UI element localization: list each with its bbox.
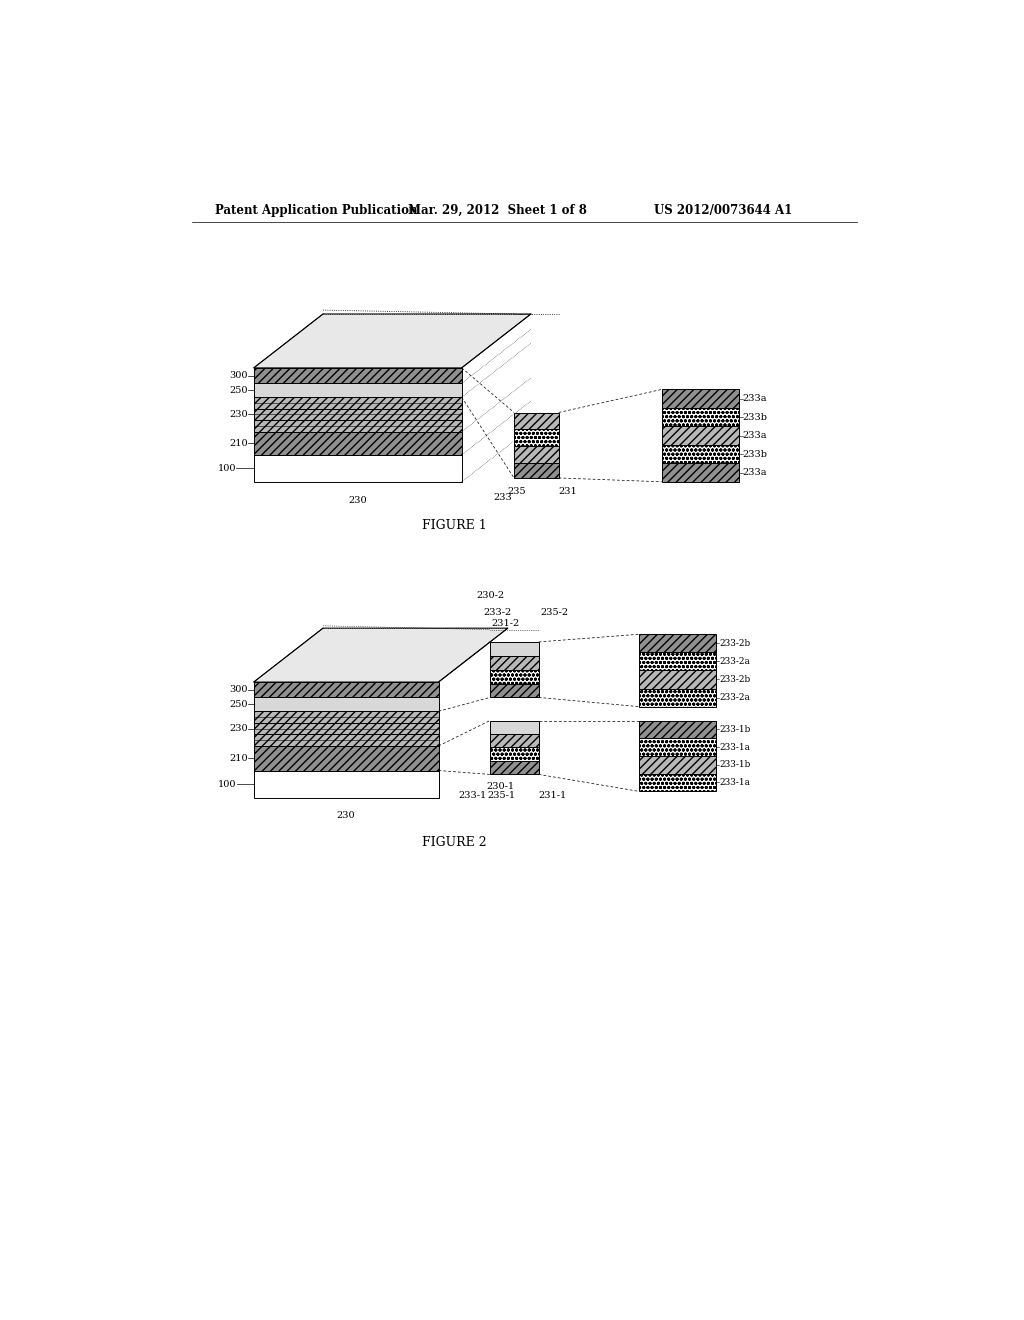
Bar xyxy=(254,734,438,746)
Bar xyxy=(254,682,438,697)
Text: 233b: 233b xyxy=(742,450,768,458)
Bar xyxy=(639,774,716,792)
Bar xyxy=(490,734,539,747)
Bar xyxy=(254,771,438,797)
Bar xyxy=(490,760,539,775)
Text: 250: 250 xyxy=(229,385,248,395)
Polygon shape xyxy=(254,628,508,682)
Text: 233: 233 xyxy=(493,494,512,503)
Bar xyxy=(639,721,716,738)
Text: 210: 210 xyxy=(229,438,248,447)
Bar xyxy=(662,426,739,445)
Bar xyxy=(639,652,716,671)
Text: 233-2a: 233-2a xyxy=(720,657,751,665)
Text: 233b: 233b xyxy=(742,413,768,421)
Text: 235: 235 xyxy=(507,487,525,496)
Text: Mar. 29, 2012  Sheet 1 of 8: Mar. 29, 2012 Sheet 1 of 8 xyxy=(408,205,587,218)
Bar xyxy=(254,397,462,409)
Text: 233-1a: 233-1a xyxy=(720,743,751,751)
Text: US 2012/0073644 A1: US 2012/0073644 A1 xyxy=(654,205,793,218)
Text: FIGURE 2: FIGURE 2 xyxy=(422,836,486,849)
Text: 231-2: 231-2 xyxy=(492,619,519,628)
Bar xyxy=(254,383,462,397)
Bar xyxy=(514,462,559,478)
Text: 231-1: 231-1 xyxy=(539,792,567,800)
Text: 230: 230 xyxy=(229,725,248,733)
Text: 235-2: 235-2 xyxy=(541,609,568,618)
Text: 100: 100 xyxy=(217,463,237,473)
Text: FIGURE 1: FIGURE 1 xyxy=(422,519,486,532)
Bar xyxy=(254,711,438,723)
Bar xyxy=(662,445,739,463)
Bar xyxy=(514,413,559,429)
Text: 231: 231 xyxy=(559,487,578,496)
Bar xyxy=(639,738,716,756)
Bar xyxy=(254,697,438,711)
Text: 233-1b: 233-1b xyxy=(720,725,751,734)
Polygon shape xyxy=(254,314,531,368)
Text: 233a: 233a xyxy=(742,469,767,477)
Bar xyxy=(254,409,462,420)
Text: 235-1: 235-1 xyxy=(487,792,516,800)
Text: 233-2: 233-2 xyxy=(483,609,512,618)
Text: 100: 100 xyxy=(217,780,237,788)
Text: Patent Application Publication: Patent Application Publication xyxy=(215,205,418,218)
Bar xyxy=(639,635,716,652)
Bar xyxy=(490,684,539,697)
Text: 233-2b: 233-2b xyxy=(720,675,751,684)
Bar xyxy=(490,747,539,760)
Bar xyxy=(639,689,716,706)
Bar xyxy=(490,656,539,669)
Text: 233-2a: 233-2a xyxy=(720,693,751,702)
Bar xyxy=(254,420,462,432)
Bar xyxy=(514,446,559,462)
Bar xyxy=(490,721,539,734)
Text: 300: 300 xyxy=(229,685,248,694)
Text: 233-2b: 233-2b xyxy=(720,639,751,648)
Text: 233-1b: 233-1b xyxy=(720,760,751,770)
Bar xyxy=(254,455,462,482)
Bar xyxy=(490,642,539,656)
Text: 230: 230 xyxy=(348,496,367,504)
Bar xyxy=(639,756,716,774)
Text: 233-1: 233-1 xyxy=(458,792,486,800)
Bar xyxy=(639,671,716,689)
Text: 233a: 233a xyxy=(742,432,767,440)
Bar xyxy=(514,429,559,446)
Bar xyxy=(662,463,739,482)
Text: 230: 230 xyxy=(229,411,248,418)
Text: 230-1: 230-1 xyxy=(486,781,514,791)
Text: 230: 230 xyxy=(337,812,355,820)
Text: 300: 300 xyxy=(229,371,248,380)
Bar xyxy=(254,432,462,455)
Text: 233a: 233a xyxy=(742,395,767,403)
Text: 210: 210 xyxy=(229,754,248,763)
Bar xyxy=(254,723,438,734)
Text: 233-1a: 233-1a xyxy=(720,777,751,787)
Text: 250: 250 xyxy=(229,700,248,709)
Bar xyxy=(254,746,438,771)
Bar xyxy=(662,408,739,426)
Bar xyxy=(490,669,539,684)
Bar xyxy=(254,368,462,383)
Text: 230-2: 230-2 xyxy=(476,590,504,599)
Bar xyxy=(662,389,739,408)
